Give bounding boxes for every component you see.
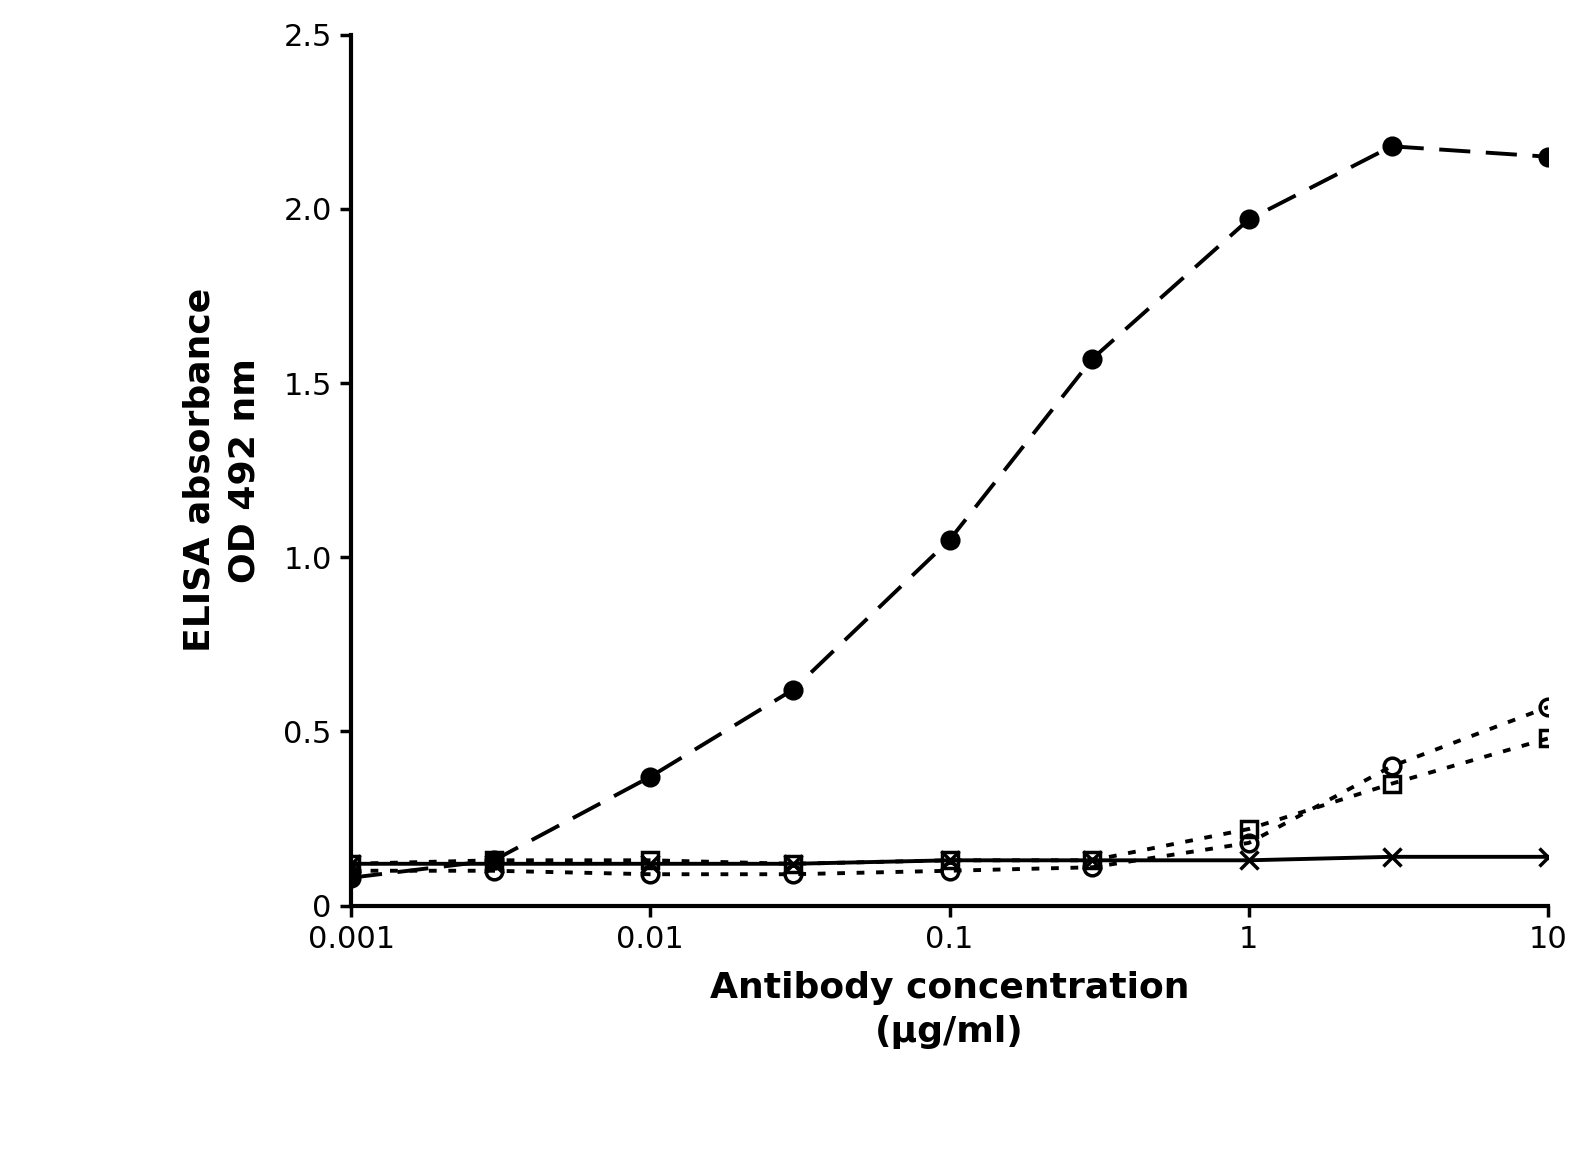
Y-axis label: ELISA absorbance
OD 492 nm: ELISA absorbance OD 492 nm bbox=[182, 288, 262, 652]
X-axis label: Antibody concentration
(μg/ml): Antibody concentration (μg/ml) bbox=[710, 971, 1189, 1050]
